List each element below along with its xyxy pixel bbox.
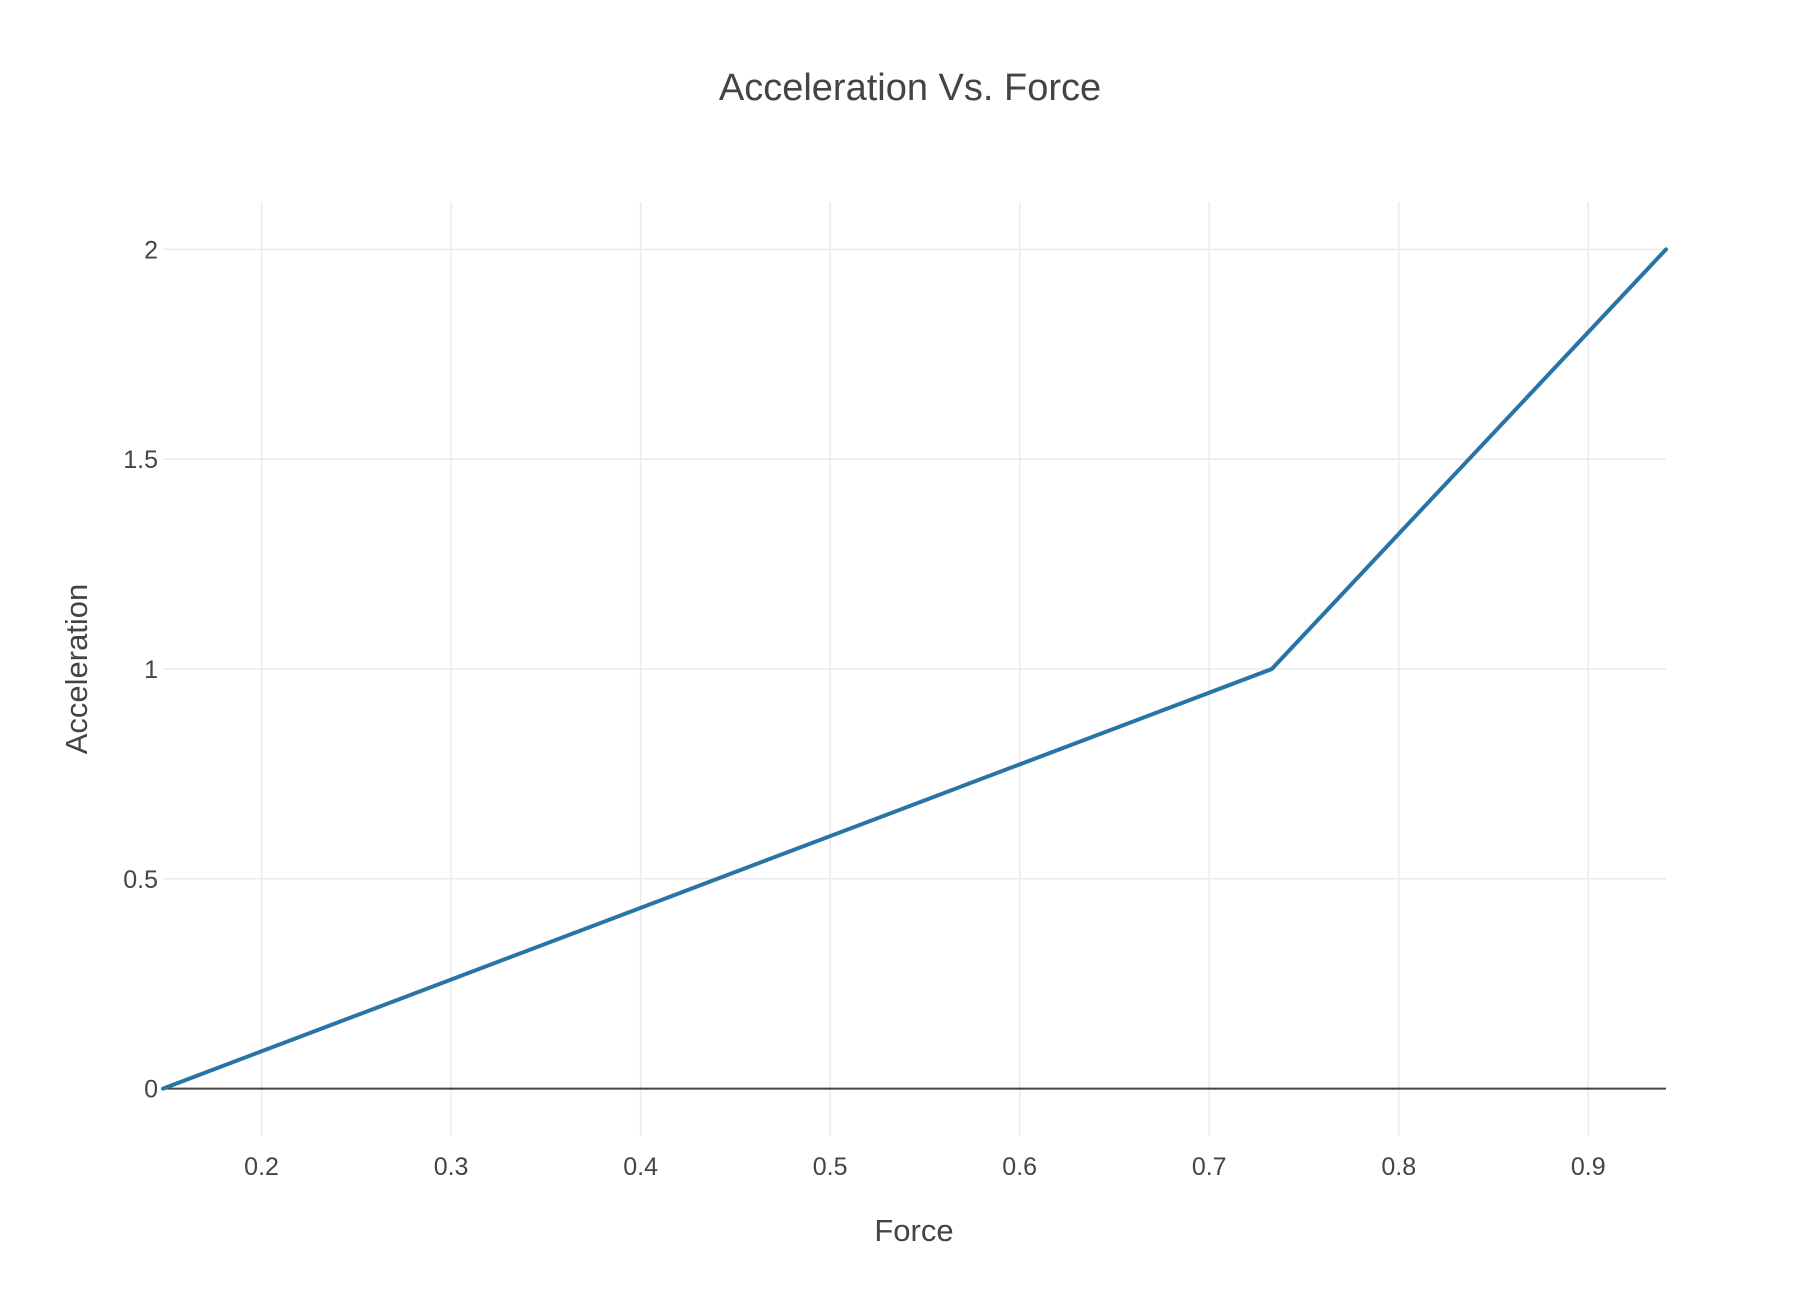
y-axis-title: Acceleration [59, 584, 94, 755]
gridlines [163, 202, 1666, 1136]
x-axis-ticks: 0.2 0.3 0.4 0.5 0.6 0.7 0.8 0.9 [244, 1153, 1605, 1181]
chart-title: Acceleration Vs. Force [719, 67, 1101, 109]
series-layer [161, 247, 1668, 1091]
x-tick-label: 0.5 [813, 1153, 848, 1181]
y-tick-label: 1 [144, 656, 158, 684]
x-axis-title: Force [874, 1213, 953, 1248]
x-tick-label: 0.2 [244, 1153, 279, 1181]
y-tick-label: 1.5 [123, 446, 158, 474]
x-tick-label: 0.9 [1571, 1153, 1606, 1181]
y-tick-label: 0 [144, 1076, 158, 1104]
y-tick-label: 2 [144, 236, 158, 264]
y-tick-label: 0.5 [123, 866, 158, 894]
x-tick-label: 0.7 [1192, 1153, 1227, 1181]
x-tick-label: 0.8 [1381, 1153, 1416, 1181]
x-tick-label: 0.3 [434, 1153, 469, 1181]
x-tick-label: 0.6 [1002, 1153, 1037, 1181]
y-axis-ticks: 0 0.5 1 1.5 2 [123, 236, 158, 1103]
series-line-0 [161, 247, 1668, 1091]
x-tick-label: 0.4 [623, 1153, 658, 1181]
